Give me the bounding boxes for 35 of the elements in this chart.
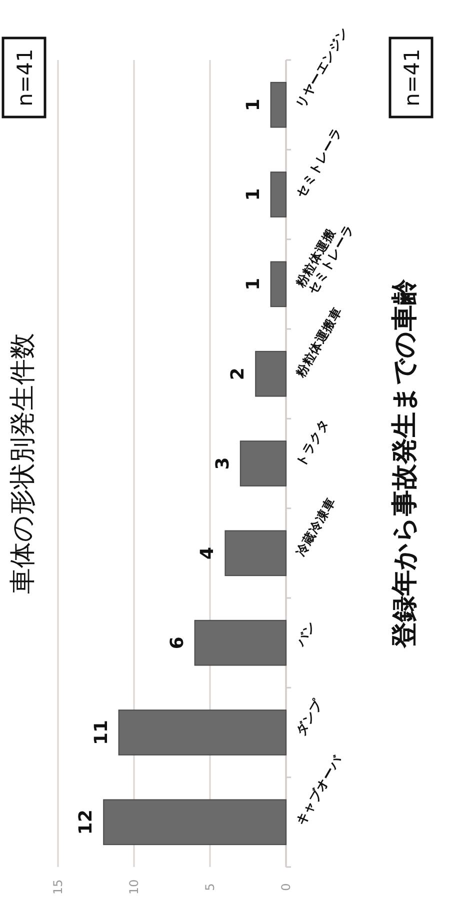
y-tick-label: 粉粒体運搬車 — [292, 304, 345, 380]
text: 車体の形状別発生件数 — [8, 333, 38, 594]
bar — [240, 440, 286, 486]
y-tick-label: キャブオーバ — [292, 752, 346, 828]
data-label: 11 — [90, 720, 112, 746]
y-tick-label: バン — [292, 618, 319, 650]
x-tick-label: 10 — [127, 879, 141, 895]
bar — [194, 620, 286, 666]
y-tick-label: トラクタ — [292, 416, 332, 469]
x-tick-label: 15 — [51, 879, 65, 895]
bar — [270, 261, 286, 308]
y-tick-label: ダンプ — [292, 696, 326, 738]
y-tick-label: 粉粒体運搬セミトレーラ — [292, 222, 357, 297]
data-label: 1 — [242, 188, 264, 201]
y-tick-label: 冷蔵冷凍車 — [292, 494, 338, 559]
bar — [118, 710, 286, 756]
data-label: 1 — [242, 98, 264, 112]
note-box: n=41 — [2, 36, 46, 118]
bar — [224, 530, 286, 576]
text: 登録年から事故発生までの車齢 — [390, 278, 420, 649]
bar — [270, 172, 286, 218]
bar — [255, 350, 286, 397]
bar — [103, 799, 286, 846]
data-label: 1 — [242, 278, 264, 290]
y-tick-label: セミトレーラ — [292, 124, 345, 200]
bar — [270, 82, 286, 128]
y-tick-label: リヤーエンジン — [292, 24, 352, 110]
data-label: 6 — [166, 636, 188, 650]
x-tick-label: 0 — [279, 883, 293, 891]
data-label: 12 — [76, 810, 97, 835]
data-label: 3 — [212, 457, 234, 470]
note-box: n=41 — [388, 36, 434, 118]
data-label: 2 — [228, 368, 249, 380]
x-tick-label: 5 — [203, 883, 217, 891]
data-label: 4 — [197, 546, 218, 560]
